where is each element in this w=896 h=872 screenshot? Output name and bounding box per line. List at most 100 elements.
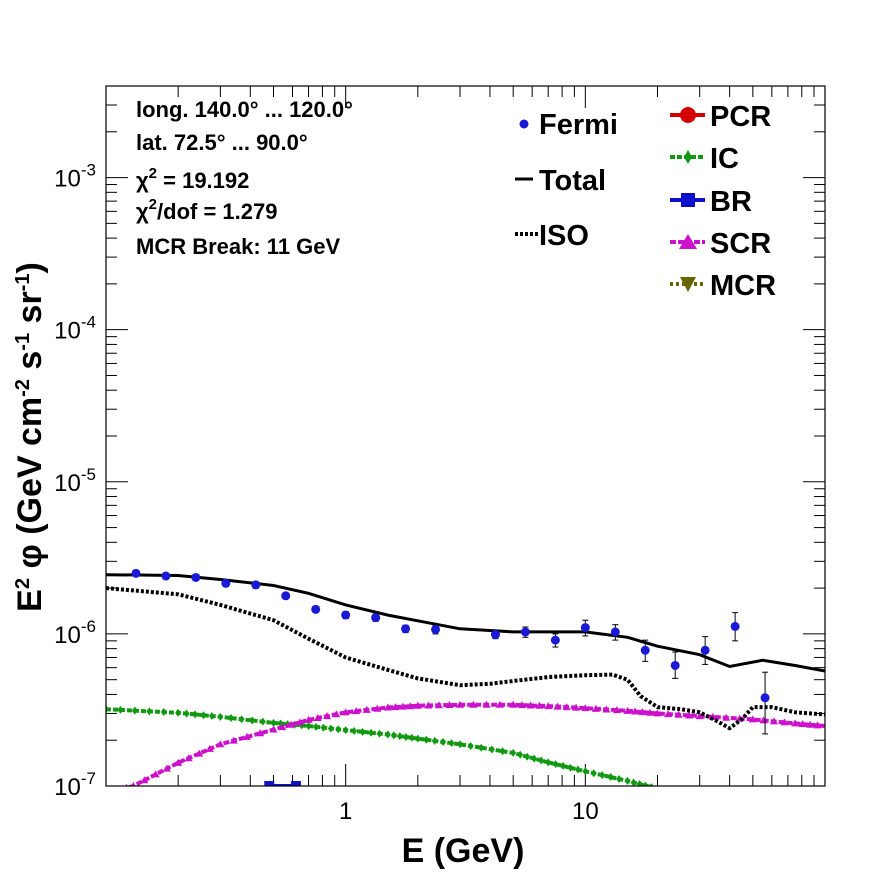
ic-point — [567, 763, 574, 772]
y-title-sr: sr — [11, 291, 49, 333]
ic-point — [599, 771, 606, 780]
legend-scr-marker — [679, 234, 697, 249]
ic-point — [524, 752, 531, 761]
fermi-point — [311, 604, 321, 614]
x-tick-label: 10 — [572, 798, 599, 825]
scr-point — [391, 703, 400, 711]
ic-point — [552, 760, 559, 769]
ic-point — [342, 726, 349, 735]
y-axis-title: E2 φ (GeV cm-2 s-1 sr-1) — [11, 262, 49, 612]
scr-point — [572, 703, 581, 711]
ic-point — [117, 705, 124, 714]
legend-total-label: Total — [539, 165, 606, 197]
ic-point — [538, 756, 545, 765]
scr-point — [373, 704, 382, 712]
y-tick-exponent: -3 — [81, 161, 96, 180]
fermi-point — [550, 635, 560, 645]
scr-point — [685, 711, 694, 719]
scr-point — [205, 744, 214, 752]
scr-point — [695, 712, 704, 720]
fermi-point — [610, 627, 620, 637]
chi-superscript: 2 — [149, 165, 157, 182]
y-title-sup: -1 — [12, 274, 34, 292]
ic-point — [390, 731, 397, 740]
scr-point — [413, 701, 422, 709]
fermi-point — [431, 624, 441, 634]
annotation-chi2: χ2 = 19.192 — [136, 165, 249, 193]
scr-point — [102, 789, 110, 796]
y-tick-label: 10-7 — [54, 769, 96, 801]
ic-point — [517, 750, 524, 759]
fermi-point — [670, 660, 680, 670]
ic-point — [351, 727, 358, 736]
ic-point — [630, 778, 637, 786]
ic-point — [208, 712, 215, 721]
ic-point — [217, 712, 224, 721]
scr-point — [517, 701, 526, 709]
y-title-sup: -2 — [12, 379, 34, 397]
y-title-e: E — [11, 589, 49, 612]
ic-point — [448, 739, 455, 748]
legend-scr-label: SCR — [710, 228, 771, 260]
scr-point — [125, 783, 128, 786]
scr-point — [184, 754, 193, 762]
ic-point — [312, 722, 319, 731]
ic-point — [160, 708, 167, 717]
chi-superscript: 2 — [149, 196, 157, 213]
ic-point — [327, 724, 334, 733]
fermi-point — [341, 610, 351, 620]
ic-point — [649, 783, 654, 786]
annotation-latitude: lat. 72.5° ... 90.0° — [136, 130, 308, 155]
ic-point — [423, 735, 430, 744]
y-tick-base: 10 — [54, 774, 81, 801]
legend-fermi-marker — [519, 119, 529, 129]
fermi-point — [161, 571, 171, 581]
ic-point — [396, 732, 403, 741]
scr-point — [131, 782, 136, 786]
scr-point — [748, 715, 757, 723]
ic-point — [367, 728, 374, 737]
y-title-sup: 2 — [12, 578, 34, 589]
fermi-point — [371, 613, 381, 623]
scr-point — [544, 702, 553, 710]
ic-point — [238, 715, 245, 724]
ic-point — [582, 767, 589, 776]
y-tick-exponent: -4 — [81, 313, 96, 332]
ic-point — [200, 711, 207, 720]
fermi-point — [490, 630, 500, 640]
fermi-point — [640, 645, 650, 655]
scr-point — [612, 706, 621, 714]
scr-point — [304, 715, 313, 723]
ic-point — [335, 725, 342, 734]
scr-point — [562, 703, 571, 711]
scr-point — [535, 701, 544, 709]
scr-point — [482, 700, 491, 708]
scr-point — [424, 701, 433, 709]
scr-point — [162, 764, 171, 772]
ic-point — [106, 705, 109, 714]
br-point — [290, 781, 301, 786]
scr-point — [526, 701, 535, 709]
ic-point — [574, 765, 581, 774]
plot-frame — [105, 85, 826, 787]
fermi-point — [580, 623, 590, 633]
ic-point — [259, 717, 266, 726]
chi2-dof-value: /dof = 1.279 — [157, 199, 277, 224]
ic-point — [616, 774, 623, 783]
chi2-value: = 19.192 — [157, 168, 249, 193]
legend-fermi: Fermi — [519, 109, 618, 141]
y-tick-exponent: -5 — [81, 465, 96, 484]
ic-point — [531, 754, 538, 763]
fermi-point — [760, 693, 770, 703]
ic-point — [305, 722, 312, 731]
scr-point — [769, 717, 778, 725]
ic-point — [408, 733, 415, 742]
scr-point — [229, 736, 238, 744]
scr-point — [242, 732, 251, 740]
fermi-point — [251, 580, 261, 590]
scr-point — [813, 721, 822, 729]
ic-point — [488, 745, 495, 754]
scr-point — [287, 720, 296, 728]
scr-point — [406, 702, 415, 710]
scr-point — [445, 701, 454, 709]
